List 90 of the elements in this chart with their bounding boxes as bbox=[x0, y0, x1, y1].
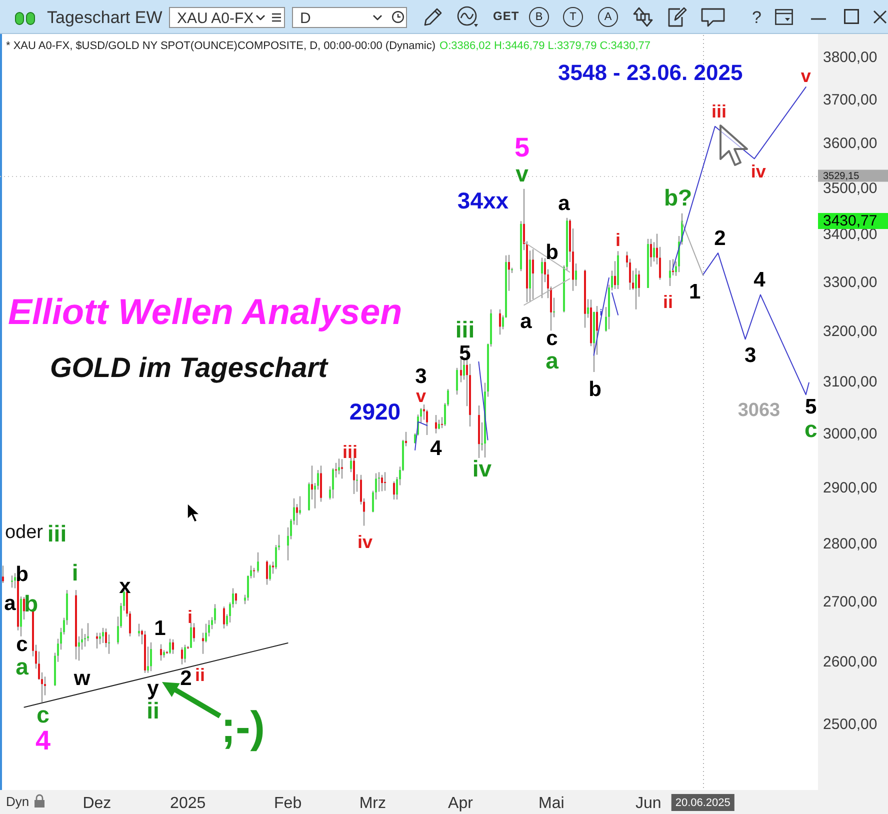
annotation: b bbox=[16, 562, 28, 586]
y-tick-label: 3300,00 bbox=[823, 274, 878, 291]
annotation: 3548 - 23.06. 2025 bbox=[558, 60, 743, 85]
annotation: 4 bbox=[754, 268, 766, 292]
annotation: b bbox=[24, 590, 38, 616]
annotation: i bbox=[600, 307, 602, 318]
y-tick-label: 2700,00 bbox=[823, 593, 878, 610]
y-tick-label: 3200,00 bbox=[823, 322, 878, 340]
annotation: 3 bbox=[744, 344, 756, 367]
annotation: x bbox=[119, 574, 132, 598]
circle-icon: A bbox=[598, 7, 618, 27]
annotation: 34xx bbox=[457, 187, 509, 214]
annotation: w bbox=[72, 666, 91, 690]
annotation: 2 bbox=[714, 226, 726, 250]
annotation: a bbox=[520, 310, 532, 333]
annotation: a bbox=[4, 592, 16, 615]
annotation: 4 bbox=[430, 436, 442, 460]
candlestick bbox=[553, 298, 555, 318]
dropdown-field: D bbox=[292, 7, 407, 28]
y-tick-label: 3000,00 bbox=[823, 426, 878, 443]
x-tick-label: Dez bbox=[82, 795, 112, 812]
annotation: ii bbox=[194, 664, 206, 685]
annotation: c bbox=[546, 326, 558, 350]
y-tick-label: 3500,00 bbox=[823, 180, 878, 198]
annotation: ii bbox=[662, 292, 674, 312]
y-tick-label: 3100,00 bbox=[823, 373, 878, 390]
annotation: i bbox=[72, 559, 78, 586]
annotation: y bbox=[147, 676, 160, 700]
candlestick bbox=[341, 459, 343, 479]
x-tick-label: Mrz bbox=[359, 795, 386, 812]
y-tick-label: 3600,00 bbox=[823, 135, 878, 152]
annotation: c bbox=[36, 701, 50, 728]
dropdown-field: XAU A0-FX bbox=[169, 7, 285, 28]
annotation: c bbox=[804, 416, 818, 442]
x-tick-label: Feb bbox=[274, 795, 302, 812]
annotation: O:3386,02 H:3446,79 L:3379,79 C:3430,77 bbox=[440, 40, 651, 52]
y-tick-label: 3800,00 bbox=[823, 49, 878, 66]
annotation: a bbox=[558, 192, 570, 215]
annotation: iv bbox=[357, 532, 373, 552]
annotation: v bbox=[416, 386, 426, 406]
annotation: 4 bbox=[35, 725, 51, 756]
annotation: iv bbox=[472, 455, 492, 482]
annotation: ;-) bbox=[221, 703, 265, 752]
text: GET bbox=[493, 9, 520, 23]
ref-line-label: 20.06.2025 bbox=[675, 797, 730, 810]
text: ? bbox=[752, 8, 762, 27]
annotation: v bbox=[800, 66, 811, 86]
annotation: c bbox=[16, 632, 28, 656]
y-tick-label: 2900,00 bbox=[823, 480, 878, 497]
candlestick bbox=[356, 474, 358, 492]
annotation: v bbox=[516, 160, 529, 186]
annotation: iii bbox=[455, 316, 475, 342]
annotation: i bbox=[615, 230, 621, 250]
x-tick-label: 2025 bbox=[170, 795, 206, 812]
annotation: 3063 bbox=[738, 400, 780, 422]
annotation: b? bbox=[664, 184, 692, 210]
y-tick-label: 2800,00 bbox=[823, 536, 878, 553]
annotation: 5 bbox=[805, 395, 818, 418]
annotation: 1 bbox=[154, 616, 166, 640]
circle-icon: B bbox=[529, 7, 549, 27]
annotation: 2 bbox=[180, 666, 192, 690]
text: Dyn bbox=[6, 794, 30, 809]
y-tick-label: 3700,00 bbox=[823, 92, 878, 109]
annotation: a bbox=[546, 347, 559, 374]
candlestick bbox=[253, 568, 255, 578]
text: GOLD im Tageschart bbox=[50, 352, 328, 383]
x-tick-label: Jun bbox=[635, 795, 662, 812]
ref-line-label: 3529,15 bbox=[823, 170, 860, 182]
annotation: iii bbox=[342, 442, 358, 462]
annotation: 1 bbox=[689, 280, 702, 304]
annotation: * XAU A0-FX, $USD/GOLD NY SPOT(OUNCE)COMPOSITE, D, 00:00-00:00 (Dynamic) bbox=[6, 40, 436, 52]
y-tick-label: 2600,00 bbox=[823, 654, 878, 671]
annotation: iii bbox=[711, 101, 726, 122]
text: Tageschart EW bbox=[47, 8, 162, 27]
x-tick-label: Mai bbox=[538, 795, 564, 812]
annotation: i bbox=[187, 606, 193, 627]
circle-icon: T bbox=[563, 7, 583, 27]
annotation: 5 bbox=[459, 342, 472, 365]
x-tick-label: Apr bbox=[448, 795, 474, 812]
text: Elliott Wellen Analysen bbox=[8, 291, 402, 332]
annotation: b bbox=[588, 378, 602, 401]
annotation: oder bbox=[4, 522, 44, 544]
y-tick-label: 2500,00 bbox=[823, 716, 878, 734]
annotation: a bbox=[16, 653, 29, 680]
annotation: iv bbox=[750, 162, 766, 182]
annotation: 2920 bbox=[349, 398, 401, 424]
annotation: 5 bbox=[514, 132, 530, 162]
annotation: iii bbox=[47, 520, 67, 546]
annotation: b bbox=[546, 240, 558, 264]
annotation: 3 bbox=[415, 364, 427, 388]
